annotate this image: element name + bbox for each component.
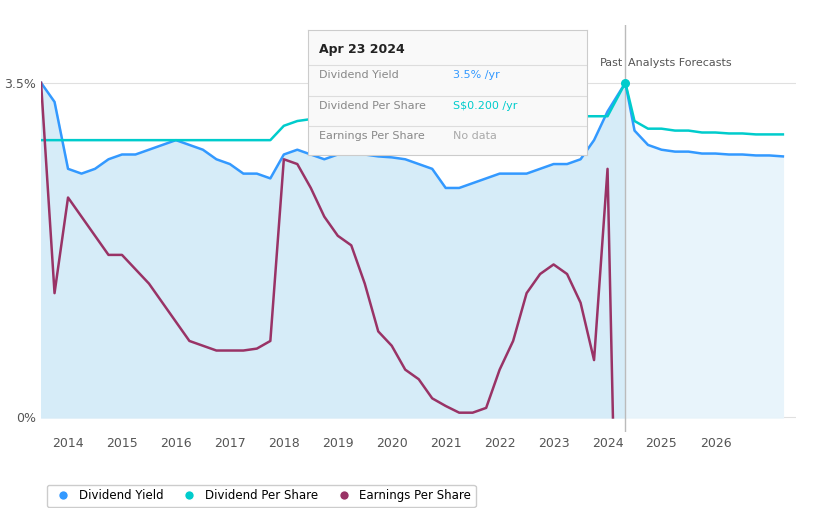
- Text: Past: Past: [599, 58, 622, 69]
- Text: Apr 23 2024: Apr 23 2024: [319, 43, 405, 56]
- Text: No data: No data: [453, 131, 497, 141]
- Text: Dividend Per Share: Dividend Per Share: [319, 102, 426, 111]
- Text: Dividend Yield: Dividend Yield: [319, 70, 399, 80]
- Text: Earnings Per Share: Earnings Per Share: [319, 131, 424, 141]
- Text: Analysts Forecasts: Analysts Forecasts: [628, 58, 732, 69]
- Point: [619, 79, 632, 87]
- Text: 3.5% /yr: 3.5% /yr: [453, 70, 500, 80]
- Legend: Dividend Yield, Dividend Per Share, Earnings Per Share: Dividend Yield, Dividend Per Share, Earn…: [47, 485, 476, 507]
- Text: S$0.200 /yr: S$0.200 /yr: [453, 102, 517, 111]
